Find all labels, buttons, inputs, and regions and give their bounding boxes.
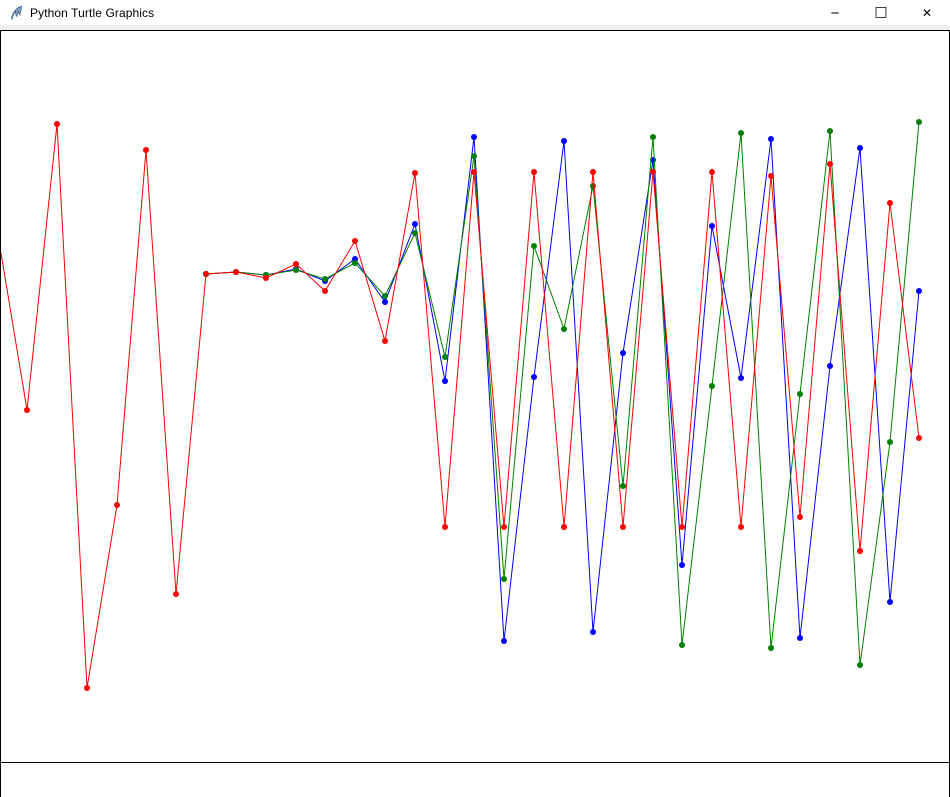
green-data-point xyxy=(797,391,803,397)
red-data-point xyxy=(738,524,744,530)
blue-data-point xyxy=(471,134,477,140)
red-data-point xyxy=(827,161,833,167)
red-data-point xyxy=(887,200,893,206)
red-data-point xyxy=(679,524,685,530)
red-data-point xyxy=(797,514,803,520)
red-data-point xyxy=(352,238,358,244)
green-data-point xyxy=(709,383,715,389)
blue-data-point xyxy=(620,350,626,356)
blue-data-point xyxy=(590,629,596,635)
maximize-button[interactable]: □ xyxy=(858,0,904,25)
red-data-point xyxy=(412,170,418,176)
blue-data-point xyxy=(412,221,418,227)
red-data-point xyxy=(114,502,120,508)
canvas-bottom-strip xyxy=(1,763,949,797)
blue-data-point xyxy=(738,375,744,381)
blue-data-point xyxy=(916,288,922,294)
red-data-point xyxy=(916,435,922,441)
green-data-point xyxy=(293,267,299,273)
green-data-point xyxy=(412,230,418,236)
red-data-point xyxy=(531,169,537,175)
red-data-point xyxy=(501,524,507,530)
turtle-chart xyxy=(1,30,949,763)
red-data-point xyxy=(471,169,477,175)
green-data-point xyxy=(382,293,388,299)
red-data-point xyxy=(442,524,448,530)
turtle-canvas-area xyxy=(0,30,950,797)
blue-data-point xyxy=(887,599,893,605)
red-data-point xyxy=(650,169,656,175)
blue-data-point xyxy=(827,363,833,369)
green-data-point xyxy=(857,662,863,668)
green-data-point xyxy=(887,439,893,445)
green-data-point xyxy=(827,128,833,134)
red-data-point xyxy=(620,524,626,530)
blue-data-point xyxy=(679,562,685,568)
green-data-point xyxy=(738,130,744,136)
blue-data-point xyxy=(857,145,863,151)
red-data-point xyxy=(233,269,239,275)
blue-data-point xyxy=(561,138,567,144)
red-data-point xyxy=(173,591,179,597)
blue-data-point xyxy=(709,223,715,229)
blue-data-point xyxy=(382,299,388,305)
blue-data-point xyxy=(797,635,803,641)
green-data-point xyxy=(590,183,596,189)
green-data-point xyxy=(442,354,448,360)
green-series-line xyxy=(205,121,920,666)
green-data-point xyxy=(352,260,358,266)
red-data-point xyxy=(84,685,90,691)
red-data-point xyxy=(263,275,269,281)
red-data-point xyxy=(322,288,328,294)
minimize-button[interactable]: ─ xyxy=(812,0,858,25)
red-series-line xyxy=(1,123,920,689)
red-data-point xyxy=(768,173,774,179)
titlebar-divider xyxy=(0,25,950,30)
titlebar[interactable]: Python Turtle Graphics ─ □ ✕ xyxy=(0,0,950,25)
green-data-point xyxy=(650,134,656,140)
red-data-point xyxy=(590,169,596,175)
red-data-point xyxy=(143,147,149,153)
red-data-point xyxy=(24,407,30,413)
green-data-point xyxy=(561,326,567,332)
window-controls: ─ □ ✕ xyxy=(812,0,950,25)
blue-data-point xyxy=(768,136,774,142)
green-data-point xyxy=(620,483,626,489)
close-button[interactable]: ✕ xyxy=(904,0,950,25)
green-data-point xyxy=(679,642,685,648)
tk-feather-icon xyxy=(8,5,24,21)
green-data-point xyxy=(471,153,477,159)
red-data-point xyxy=(709,169,715,175)
red-data-point xyxy=(382,338,388,344)
blue-data-point xyxy=(501,638,507,644)
red-data-point xyxy=(203,271,209,277)
green-data-point xyxy=(916,119,922,125)
red-data-point xyxy=(54,121,60,127)
red-data-point xyxy=(857,548,863,554)
blue-series-line xyxy=(205,136,920,642)
green-data-point xyxy=(768,645,774,651)
blue-data-point xyxy=(442,378,448,384)
blue-data-point xyxy=(531,374,537,380)
green-data-point xyxy=(531,243,537,249)
green-data-point xyxy=(501,576,507,582)
green-data-point xyxy=(322,276,328,282)
red-data-point xyxy=(293,261,299,267)
window-title: Python Turtle Graphics xyxy=(30,6,155,20)
red-data-point xyxy=(561,524,567,530)
